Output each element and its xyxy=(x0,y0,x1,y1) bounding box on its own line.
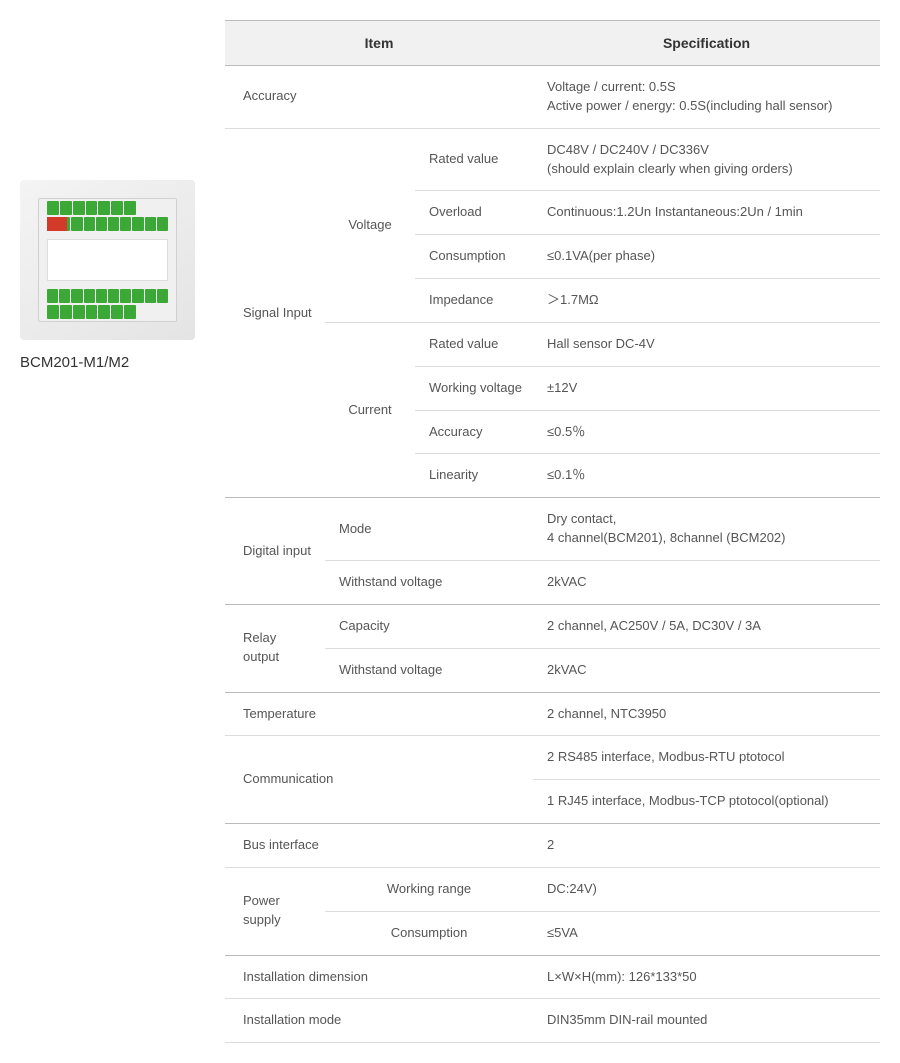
row-accuracy: Accuracy Voltage / current: 0.5SActive p… xyxy=(225,66,880,129)
cell-comm-label: Communication xyxy=(225,736,533,824)
row-install-mode: Installation mode DIN35mm DIN-rail mount… xyxy=(225,999,880,1043)
cell-idim-value: L×W×H(mm): 126*133*50 xyxy=(533,955,880,999)
cell-v-cons-value: ≤0.1VA(per phase) xyxy=(533,235,880,279)
cell-ro-label: Relay output xyxy=(225,604,325,692)
cell-v-imp-value: ＞1.7MΩ xyxy=(533,279,880,323)
spec-column: Item Specification Accuracy Voltage / cu… xyxy=(225,20,880,1043)
cell-c-acc-label: Accuracy xyxy=(415,410,533,454)
cell-v-rated-value: DC48V / DC240V / DC336V(should explain c… xyxy=(533,128,880,191)
cell-di-ws-value: 2kVAC xyxy=(533,560,880,604)
cell-idim-label: Installation dimension xyxy=(225,955,533,999)
cell-ro-ws-value: 2kVAC xyxy=(533,648,880,692)
cell-v-overload-value: Continuous:1.2Un Instantaneous:2Un / 1mi… xyxy=(533,191,880,235)
cell-bus-label: Bus interface xyxy=(225,824,533,868)
cell-ro-cap-value: 2 channel, AC250V / 5A, DC30V / 3A xyxy=(533,604,880,648)
row-temperature: Temperature 2 channel, NTC3950 xyxy=(225,692,880,736)
header-spec: Specification xyxy=(533,21,880,66)
cell-c-acc-value: ≤0.5％ xyxy=(533,410,880,454)
spec-table: Item Specification Accuracy Voltage / cu… xyxy=(225,20,880,1043)
cell-ps-range-label: Working range xyxy=(325,867,533,911)
cell-temp-label: Temperature xyxy=(225,692,533,736)
product-caption: BCM201-M1/M2 xyxy=(20,354,195,371)
cell-ps-label: Power supply xyxy=(225,867,325,955)
product-column: BCM201-M1/M2 xyxy=(20,20,195,1043)
cell-v-rated-label: Rated value xyxy=(415,128,533,191)
row-voltage-rated: Signal Input Voltage Rated value DC48V /… xyxy=(225,128,880,191)
cell-current-label: Current xyxy=(325,322,415,497)
cell-ro-cap-label: Capacity xyxy=(325,604,533,648)
cell-imode-label: Installation mode xyxy=(225,999,533,1043)
cell-voltage-label: Voltage xyxy=(325,128,415,322)
cell-c-volt-label: Working voltage xyxy=(415,366,533,410)
cell-accuracy-value: Voltage / current: 0.5SActive power / en… xyxy=(533,66,880,129)
row-di-mode: Digital input Mode Dry contact,4 channel… xyxy=(225,498,880,561)
cell-c-volt-value: ±12V xyxy=(533,366,880,410)
cell-ps-cons-label: Consumption xyxy=(325,911,533,955)
cell-c-rated-label: Rated value xyxy=(415,322,533,366)
cell-c-rated-value: Hall sensor DC-4V xyxy=(533,322,880,366)
cell-comm-v1: 2 RS485 interface, Modbus-RTU ptotocol xyxy=(533,736,880,780)
table-header-row: Item Specification xyxy=(225,21,880,66)
cell-v-imp-label: Impedance xyxy=(415,279,533,323)
cell-v-overload-label: Overload xyxy=(415,191,533,235)
cell-temp-value: 2 channel, NTC3950 xyxy=(533,692,880,736)
row-install-dim: Installation dimension L×W×H(mm): 126*13… xyxy=(225,955,880,999)
cell-ro-ws-label: Withstand voltage xyxy=(325,648,533,692)
row-bus: Bus interface 2 xyxy=(225,824,880,868)
row-comm-1: Communication 2 RS485 interface, Modbus-… xyxy=(225,736,880,780)
cell-ps-cons-value: ≤5VA xyxy=(533,911,880,955)
product-image xyxy=(20,180,195,340)
cell-di-ws-label: Withstand voltage xyxy=(325,560,533,604)
page-container: BCM201-M1/M2 Item Specification Accuracy… xyxy=(20,20,880,1043)
cell-signal-input: Signal Input xyxy=(225,128,325,498)
cell-v-cons-label: Consumption xyxy=(415,235,533,279)
cell-comm-v2: 1 RJ45 interface, Modbus-TCP ptotocol(op… xyxy=(533,780,880,824)
cell-imode-value: DIN35mm DIN-rail mounted xyxy=(533,999,880,1043)
cell-bus-value: 2 xyxy=(533,824,880,868)
device-body xyxy=(38,198,177,322)
header-item: Item xyxy=(225,21,533,66)
cell-di-mode-value: Dry contact,4 channel(BCM201), 8channel … xyxy=(533,498,880,561)
cell-ps-range-value: DC:24V) xyxy=(533,867,880,911)
cell-accuracy-label: Accuracy xyxy=(225,66,533,129)
row-ps-range: Power supply Working range DC:24V) xyxy=(225,867,880,911)
cell-di-label: Digital input xyxy=(225,498,325,605)
row-ro-capacity: Relay output Capacity 2 channel, AC250V … xyxy=(225,604,880,648)
cell-di-mode-label: Mode xyxy=(325,498,533,561)
cell-c-lin-label: Linearity xyxy=(415,454,533,498)
cell-c-lin-value: ≤0.1％ xyxy=(533,454,880,498)
